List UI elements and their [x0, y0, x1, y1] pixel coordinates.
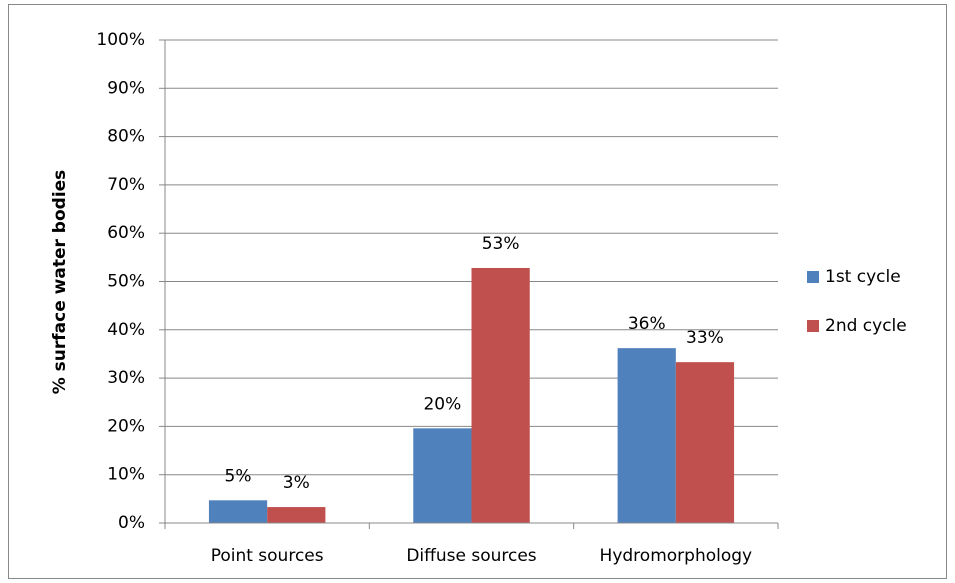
legend-label: 2nd cycle: [825, 316, 907, 336]
y-tick-label: 80%: [107, 127, 145, 147]
bar: [617, 348, 676, 523]
bar: [471, 267, 530, 523]
value-label: 33%: [686, 328, 724, 348]
bar: [413, 428, 472, 523]
value-label: 20%: [423, 394, 461, 414]
y-tick-label: 40%: [107, 320, 145, 340]
x-tick-label: Hydromorphology: [600, 546, 753, 566]
y-tick-label: 60%: [107, 223, 145, 243]
y-tick-label: 70%: [107, 175, 145, 195]
y-tick-label: 30%: [107, 368, 145, 388]
bar: [208, 500, 268, 523]
legend-swatch: [807, 271, 819, 283]
y-tick-label: 0%: [118, 513, 145, 533]
x-tick-label: Point sources: [211, 546, 324, 566]
y-tick-label: 20%: [107, 416, 145, 436]
legend-swatch: [807, 320, 819, 332]
y-tick-label: 50%: [107, 272, 145, 292]
bar: [267, 507, 326, 523]
y-axis-label: % surface water bodies: [50, 170, 70, 395]
legend-label: 1st cycle: [825, 267, 901, 287]
value-label: 3%: [283, 473, 310, 493]
value-label: 5%: [225, 466, 252, 486]
bar: [675, 362, 735, 523]
value-label: 53%: [482, 234, 520, 254]
value-label: 36%: [628, 314, 666, 334]
y-tick-label: 10%: [107, 465, 145, 485]
x-tick-label: Diffuse sources: [406, 546, 536, 566]
y-tick-label: 90%: [107, 78, 145, 98]
y-tick-label: 100%: [96, 30, 145, 50]
